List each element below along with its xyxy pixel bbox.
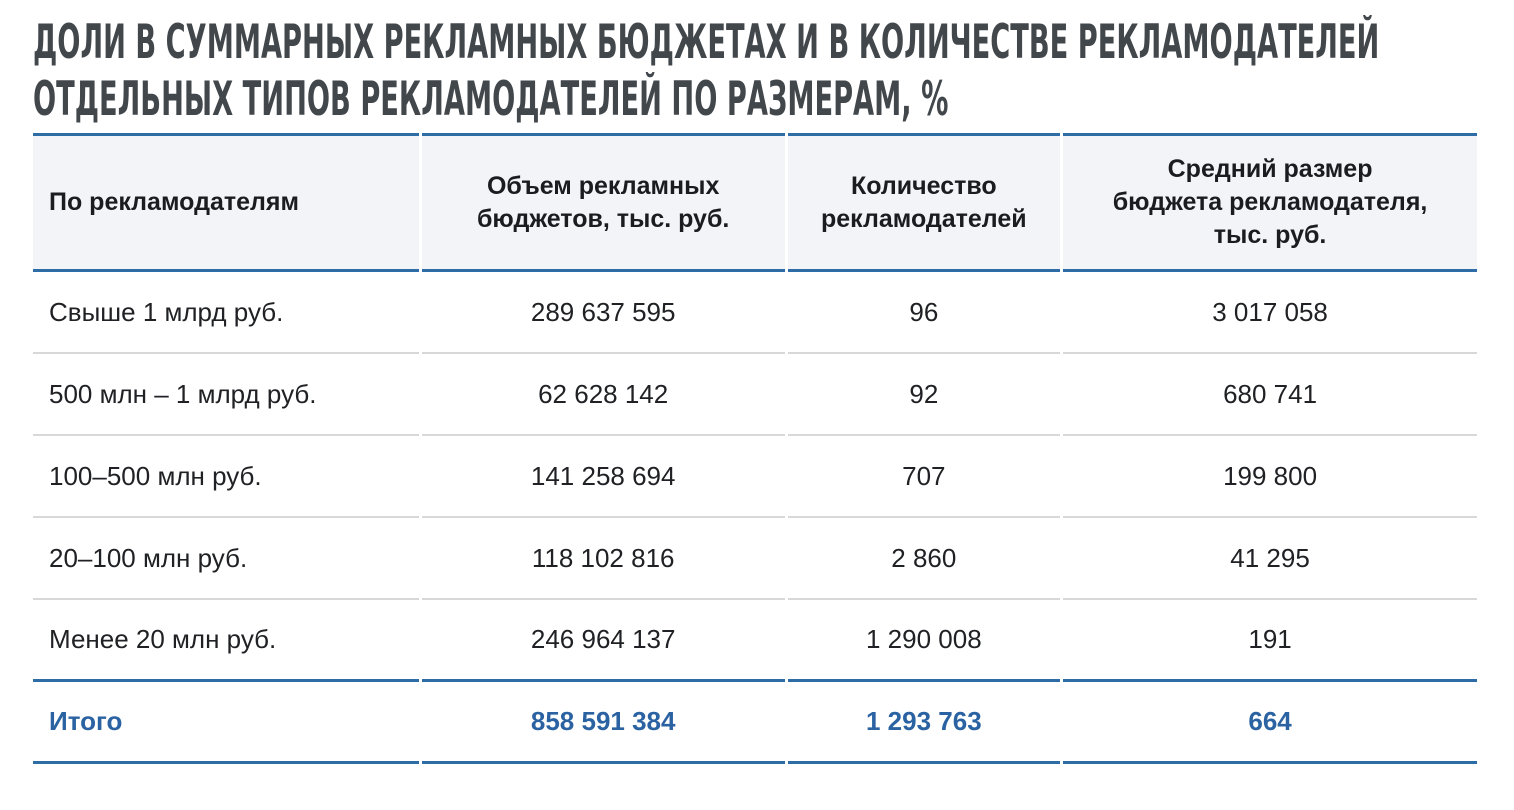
- table-row: 500 млн – 1 млрд руб. 62 628 142 92 680 …: [33, 354, 1477, 436]
- total-row: Итого 858 591 384 1 293 763 664: [33, 682, 1477, 764]
- row-label: Менее 20 млн руб.: [33, 600, 419, 682]
- budget-value: 62 628 142: [421, 354, 785, 436]
- total-avg-budget-value: 664: [1063, 682, 1477, 764]
- avg-budget-value: 191: [1063, 600, 1477, 682]
- column-header-advertiser-type: По рекламодателям: [33, 133, 419, 272]
- advertisers-count-value: 92: [787, 354, 1061, 436]
- budget-value: 118 102 816: [421, 518, 785, 600]
- advertisers-count-value: 96: [787, 272, 1061, 354]
- page-title-line-2: ОТДЕЛЬНЫХ ТИПОВ РЕКЛАМОДАТЕЛЕЙ ПО РАЗМЕР…: [33, 72, 949, 127]
- avg-budget-value: 680 741: [1063, 354, 1477, 436]
- total-advertisers-count-value: 1 293 763: [787, 682, 1061, 764]
- total-budget-value: 858 591 384: [421, 682, 785, 764]
- table-row: 20–100 млн руб. 118 102 816 2 860 41 295: [33, 518, 1477, 600]
- advertisers-count-value: 707: [787, 436, 1061, 518]
- header-row: По рекламодателям Объем рекламных бюджет…: [33, 133, 1477, 272]
- table-row: Свыше 1 млрд руб. 289 637 595 96 3 017 0…: [33, 272, 1477, 354]
- column-header-budget-volume: Объем рекламных бюджетов, тыс. руб.: [421, 133, 785, 272]
- avg-budget-value: 3 017 058: [1063, 272, 1477, 354]
- table-row: 100–500 млн руб. 141 258 694 707 199 800: [33, 436, 1477, 518]
- column-header-advertisers-count: Количество рекламодателей: [787, 133, 1061, 272]
- row-label: 20–100 млн руб.: [33, 518, 419, 600]
- row-label: 100–500 млн руб.: [33, 436, 419, 518]
- budget-value: 246 964 137: [421, 600, 785, 682]
- page-title-line-1: ДОЛИ В СУММАРНЫХ РЕКЛАМНЫХ БЮДЖЕТАХ И В …: [33, 15, 1380, 70]
- advertisers-count-value: 1 290 008: [787, 600, 1061, 682]
- budget-value: 141 258 694: [421, 436, 785, 518]
- avg-budget-value: 41 295: [1063, 518, 1477, 600]
- table-row: Менее 20 млн руб. 246 964 137 1 290 008 …: [33, 600, 1477, 682]
- page-title: ДОЛИ В СУММАРНЫХ РЕКЛАМНЫХ БЮДЖЕТАХ И В …: [33, 14, 1486, 128]
- avg-budget-value: 199 800: [1063, 436, 1477, 518]
- column-header-average-budget: Средний размер бюджета рекламодателя, ты…: [1063, 133, 1477, 272]
- advertisers-budget-table: По рекламодателям Объем рекламных бюджет…: [30, 133, 1480, 764]
- budget-value: 289 637 595: [421, 272, 785, 354]
- row-label: Свыше 1 млрд руб.: [33, 272, 419, 354]
- advertisers-count-value: 2 860: [787, 518, 1061, 600]
- total-label: Итого: [33, 682, 419, 764]
- row-label: 500 млн – 1 млрд руб.: [33, 354, 419, 436]
